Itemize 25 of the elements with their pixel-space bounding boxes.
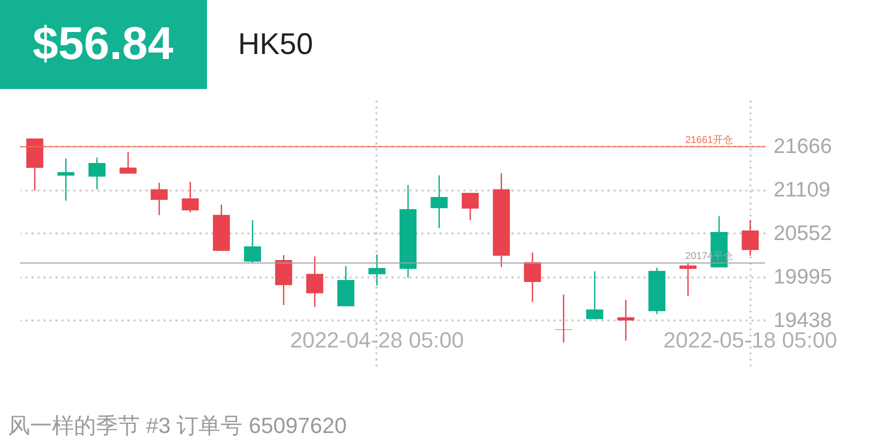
candlestick: [88, 156, 106, 190]
y-tick-label: 21666: [774, 134, 832, 158]
candlestick: [306, 256, 324, 308]
candlestick: [586, 270, 604, 320]
candlestick: [368, 254, 386, 286]
candlestick: [680, 262, 697, 297]
candlestick: [462, 192, 479, 221]
y-tick-label: 21109: [774, 178, 830, 202]
y-tick-label: 19995: [774, 265, 832, 288]
text: $56.84: [32, 17, 174, 69]
x-tick-label: 2022-04-28 05:00: [290, 328, 464, 352]
candlestick: [430, 174, 448, 229]
candlestick: [555, 294, 572, 344]
y-tick-label: 20552: [774, 222, 832, 245]
candlestick: [524, 252, 541, 302]
candlestick: [182, 181, 199, 213]
chart-title: HK50: [238, 28, 314, 61]
candlestick: [150, 182, 168, 216]
text: 风一样的季节 #3 订单号 65097620: [8, 413, 347, 438]
candlestick: [742, 219, 759, 256]
candlestick: [244, 219, 262, 264]
ref-line-label: 21661开仓: [685, 134, 733, 146]
candlestick: [120, 151, 137, 174]
candlestick: [57, 158, 74, 202]
candlestick: [617, 299, 634, 342]
